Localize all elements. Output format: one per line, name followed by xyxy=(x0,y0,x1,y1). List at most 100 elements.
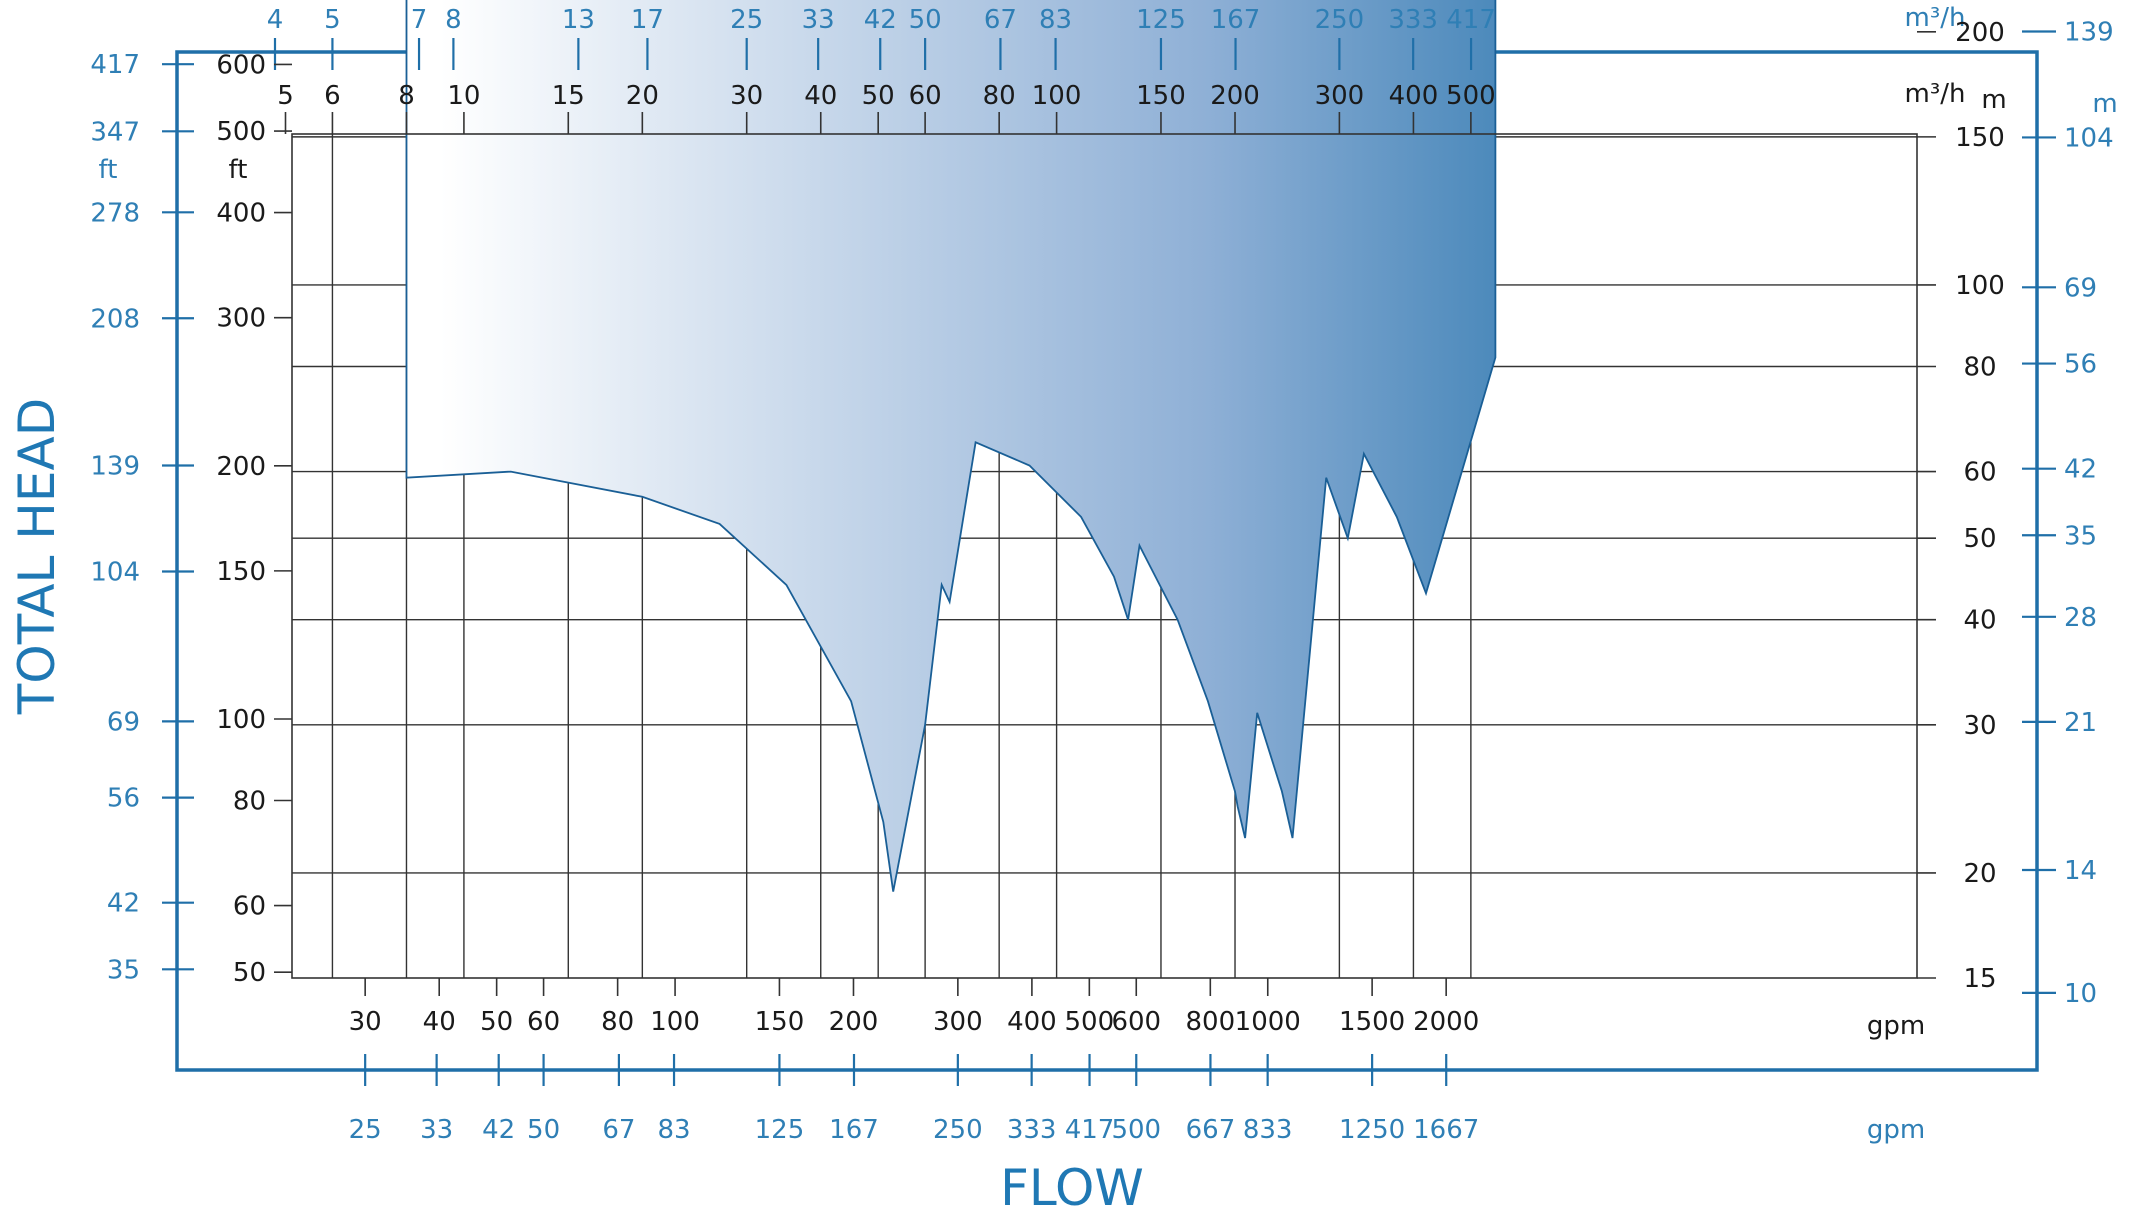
x-bottom-tick-label: 100 xyxy=(650,1007,700,1037)
x-top-tick-label: 60 xyxy=(909,81,942,111)
y-right-outer-tick-label: 14 xyxy=(2064,856,2097,886)
y-left-outer-tick-label: 69 xyxy=(107,707,140,737)
x-top-outer-tick-label: 17 xyxy=(631,5,664,35)
x-bottom-outer-tick-label: 667 xyxy=(1186,1115,1236,1145)
x-top-outer-tick-label: 67 xyxy=(984,5,1017,35)
y-left-tick-label: 80 xyxy=(233,787,266,817)
x-top-outer-tick-label: 417 xyxy=(1446,5,1496,35)
x-top-unit: m³/h xyxy=(1905,79,1966,109)
y-right-outer-tick-label: 42 xyxy=(2064,455,2097,485)
y-left-tick-label: 400 xyxy=(216,199,266,229)
x-top-tick-label: 8 xyxy=(398,81,415,111)
y-left-tick-label: 150 xyxy=(216,557,266,587)
x-top-outer-tick-label: 83 xyxy=(1039,5,1072,35)
x-top-tick-label: 30 xyxy=(730,81,763,111)
y-right-tick-label: 150 xyxy=(1955,123,2005,153)
x-top-outer-tick-label: 8 xyxy=(445,5,462,35)
x-bottom-tick-label: 40 xyxy=(423,1007,456,1037)
y-right-outer-unit: m xyxy=(2092,89,2117,119)
x-top-outer-tick-label: 333 xyxy=(1388,5,1438,35)
y-right-outer-tick-label: 10 xyxy=(2064,979,2097,1009)
y-right-outer-tick-label: 21 xyxy=(2064,708,2097,738)
y-axis-title: TOTAL HEAD xyxy=(8,398,66,715)
x-bottom-tick-label: 1500 xyxy=(1339,1007,1405,1037)
x-bottom-outer-unit: gpm xyxy=(1867,1115,1925,1145)
y-left-unit: ft xyxy=(229,155,248,185)
x-top-outer-tick-label: 42 xyxy=(864,5,897,35)
x-bottom-tick-label: 150 xyxy=(755,1007,805,1037)
x-bottom-unit: gpm xyxy=(1867,1011,1925,1041)
y-left-outer-tick-label: 104 xyxy=(90,557,140,587)
y-left-outer-tick-label: 42 xyxy=(107,889,140,919)
y-left-tick-label: 300 xyxy=(216,304,266,334)
x-bottom-outer-tick-label: 1250 xyxy=(1339,1115,1405,1145)
axes: 5 6 8 10 15 20 30 40 50 60 80 100 150 200 300 400 500 m³/… xyxy=(90,3,2117,1145)
x-bottom-outer-tick-label: 25 xyxy=(349,1115,382,1145)
x-top-outer-tick-label: 250 xyxy=(1315,5,1365,35)
y-right-tick-label: 200 xyxy=(1955,18,2005,48)
x-top-outer-tick-label: 125 xyxy=(1136,5,1186,35)
x-top-tick-label: 20 xyxy=(626,81,659,111)
y-left-tick-label: 600 xyxy=(216,50,266,80)
y-left-outer-tick-label: 278 xyxy=(90,198,140,228)
x-bottom-outer-tick-label: 1667 xyxy=(1413,1115,1479,1145)
x-top-outer-tick-label: 33 xyxy=(802,5,835,35)
x-top-outer-unit: m³/h xyxy=(1905,3,1966,33)
y-right-unit: m xyxy=(1981,85,2006,115)
x-bottom-outer-tick-label: 500 xyxy=(1111,1115,1161,1145)
x-bottom-outer-tick-label: 42 xyxy=(482,1115,515,1145)
y-right-outer-tick-label: 139 xyxy=(2064,17,2114,47)
x-top-outer-tick-label: 167 xyxy=(1211,5,1261,35)
x-bottom-tick-label: 80 xyxy=(601,1007,634,1037)
x-top-tick-label: 400 xyxy=(1389,81,1439,111)
x-bottom-tick-label: 200 xyxy=(829,1007,879,1037)
x-bottom-tick-label: 1000 xyxy=(1235,1007,1301,1037)
x-bottom-outer-tick-label: 333 xyxy=(1007,1115,1057,1145)
x-top-tick-label: 500 xyxy=(1446,81,1496,111)
coverage-area xyxy=(405,0,1497,892)
x-bottom-outer-tick-label: 125 xyxy=(755,1115,805,1145)
x-top-tick-label: 10 xyxy=(447,81,480,111)
y-left-outer-tick-label: 417 xyxy=(90,50,140,80)
x-top-tick-label: 15 xyxy=(552,81,585,111)
y-right-tick-label: 50 xyxy=(1963,524,1996,554)
y-right-tick-label: 60 xyxy=(1963,458,1996,488)
x-bottom-outer-tick-label: 33 xyxy=(420,1115,453,1145)
x-bottom-outer-tick-label: 417 xyxy=(1065,1115,1115,1145)
x-bottom-tick-label: 600 xyxy=(1111,1007,1161,1037)
x-bottom-outer-tick-label: 67 xyxy=(602,1115,635,1145)
x-top-outer-tick-label: 5 xyxy=(324,5,341,35)
x-bottom-outer-tick-label: 833 xyxy=(1243,1115,1293,1145)
x-top-tick-label: 80 xyxy=(983,81,1016,111)
x-bottom-outer-tick-label: 83 xyxy=(657,1115,690,1145)
x-top-tick-label: 300 xyxy=(1315,81,1365,111)
x-bottom-tick-label: 400 xyxy=(1007,1007,1057,1037)
y-right-tick-label: 100 xyxy=(1955,271,2005,301)
x-top-tick-label: 200 xyxy=(1210,81,1260,111)
y-right-outer-tick-label: 35 xyxy=(2064,521,2097,551)
y-right-tick-label: 30 xyxy=(1963,711,1996,741)
y-right-tick-label: 40 xyxy=(1963,606,1996,636)
x-top-tick-label: 150 xyxy=(1136,81,1186,111)
y-left-outer-tick-label: 208 xyxy=(90,304,140,334)
y-left-outer-tick-label: 56 xyxy=(107,784,140,814)
x-top-outer-tick-label: 4 xyxy=(267,5,284,35)
x-top-outer-tick-label: 25 xyxy=(730,5,763,35)
y-right-outer-tick-label: 69 xyxy=(2064,273,2097,303)
y-right-tick-label: 15 xyxy=(1963,964,1996,994)
y-right-tick-label: 20 xyxy=(1963,859,1996,889)
y-right-outer-tick-label: 28 xyxy=(2064,603,2097,633)
y-right-outer-tick-label: 104 xyxy=(2064,123,2114,153)
x-top-tick-label: 100 xyxy=(1032,81,1082,111)
x-top-outer-tick-label: 13 xyxy=(562,5,595,35)
x-bottom-tick-label: 30 xyxy=(349,1007,382,1037)
x-top-outer-tick-label: 7 xyxy=(411,5,428,35)
x-bottom-tick-label: 50 xyxy=(480,1007,513,1037)
y-left-tick-label: 100 xyxy=(216,705,266,735)
x-top-tick-label: 5 xyxy=(277,81,294,111)
x-axis-title: FLOW xyxy=(1000,1159,1144,1209)
y-left-tick-label: 60 xyxy=(233,892,266,922)
x-top-tick-label: 40 xyxy=(804,81,837,111)
y-right-outer-tick-label: 56 xyxy=(2064,350,2097,380)
